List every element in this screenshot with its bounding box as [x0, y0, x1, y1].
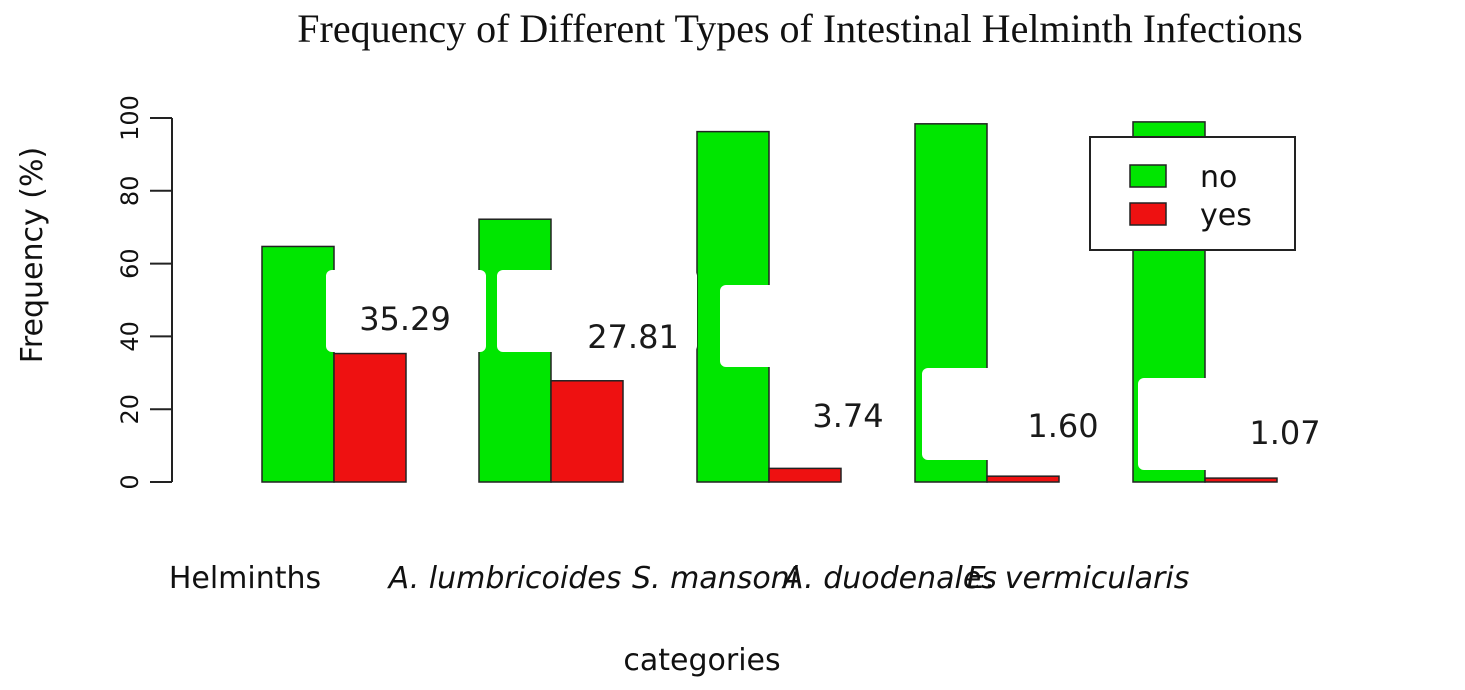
- category-label: E. vermicularis: [967, 561, 1190, 596]
- data-label: 27.81: [587, 318, 679, 356]
- bar-no-0: [261, 245, 335, 483]
- category-label: A. duodenales: [781, 561, 997, 596]
- y-tick-label: 20: [116, 394, 144, 425]
- value-label-background: [326, 270, 486, 352]
- value-labels: 35.29 27.81 3.74 1.60 1.07: [326, 270, 1321, 470]
- value-label-background: [720, 285, 895, 367]
- y-tick-label: 80: [116, 176, 144, 207]
- value-label-background: [497, 270, 697, 352]
- data-label: 35.29: [359, 300, 451, 338]
- data-label: 3.74: [812, 397, 883, 435]
- bar-yes-0: [333, 352, 407, 483]
- y-axis: 0 20 40 60 80 100: [116, 95, 173, 490]
- category-label: A. lumbricoides: [387, 561, 622, 596]
- value-label-background: [1138, 378, 1313, 470]
- chart-title: Frequency of Different Types of Intestin…: [297, 6, 1302, 51]
- legend-box: [1089, 136, 1296, 251]
- legend-label-no: no: [1200, 160, 1237, 195]
- x-axis-title: categories: [623, 643, 780, 678]
- legend-swatch-yes: [1129, 202, 1167, 226]
- y-axis-title: Frequency (%): [15, 147, 50, 363]
- legend-swatch-no: [1129, 164, 1167, 188]
- bar-yes-4: [1204, 477, 1278, 483]
- bar-yes-3: [986, 475, 1060, 483]
- y-tick-label: 100: [116, 95, 144, 141]
- data-label: 1.07: [1249, 414, 1320, 452]
- y-tick-label: 0: [116, 474, 144, 489]
- category-label: Helminths: [169, 561, 321, 596]
- data-label: 1.60: [1027, 407, 1098, 445]
- bar-yes-2: [768, 467, 842, 483]
- legend-label-yes: yes: [1200, 198, 1252, 233]
- y-tick-label: 60: [116, 248, 144, 279]
- category-label: S. mansoni: [632, 561, 799, 596]
- bar-yes-1: [550, 380, 624, 483]
- y-tick-label: 40: [116, 321, 144, 352]
- value-label-background: [922, 368, 1097, 460]
